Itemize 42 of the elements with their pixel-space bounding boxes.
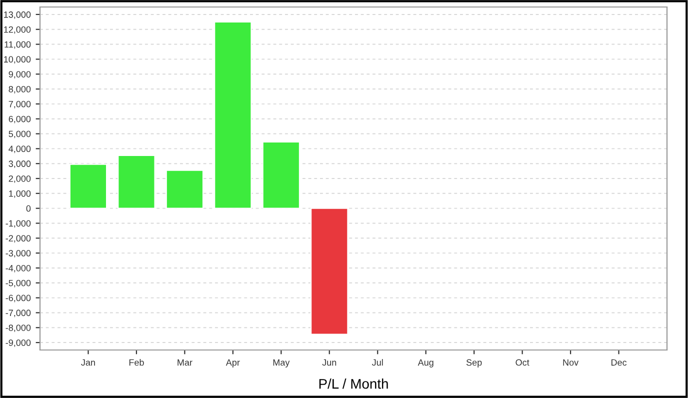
y-tick-label: 12,000 bbox=[4, 26, 31, 34]
y-tick-label: -7,000 bbox=[6, 310, 31, 318]
y-tick-label: 3,000 bbox=[8, 160, 31, 168]
y-tick-label: -5,000 bbox=[6, 280, 31, 288]
y-tick-label: 13,000 bbox=[4, 11, 31, 19]
bar bbox=[166, 170, 204, 209]
x-tick-label: Aug bbox=[418, 359, 434, 368]
x-tick-label: Nov bbox=[563, 359, 579, 366]
x-tick-label: Jul bbox=[372, 359, 383, 366]
x-tick-label: Mar bbox=[178, 359, 192, 366]
x-tick-label: Apr bbox=[226, 359, 240, 368]
bar bbox=[214, 21, 252, 209]
y-tick-label: -9,000 bbox=[6, 340, 31, 347]
bar bbox=[118, 154, 156, 209]
x-axis-title: P/L / Month bbox=[319, 378, 388, 389]
x-tick-label: May bbox=[273, 359, 290, 368]
y-tick-label: 8,000 bbox=[8, 86, 31, 94]
y-tick-label: 2,000 bbox=[8, 175, 31, 183]
x-tick-label: Oct bbox=[516, 359, 530, 366]
y-tick-label: 5,000 bbox=[8, 130, 31, 138]
y-tick-label: -2,000 bbox=[6, 235, 31, 243]
x-tick-label: Feb bbox=[129, 359, 144, 366]
y-tick-label: 6,000 bbox=[8, 116, 31, 124]
y-tick-label: 0 bbox=[26, 205, 31, 212]
x-tick-label: Jun bbox=[322, 359, 336, 366]
y-tick-label: 4,000 bbox=[8, 146, 31, 154]
y-tick-label: -8,000 bbox=[6, 324, 31, 332]
x-tick-label: Dec bbox=[611, 359, 627, 366]
x-tick-label: Jan bbox=[81, 359, 95, 366]
y-tick-label: 7,000 bbox=[8, 100, 31, 108]
y-tick-label: 10,000 bbox=[4, 56, 31, 64]
bar bbox=[310, 208, 348, 335]
y-tick-label: -1,000 bbox=[6, 220, 31, 228]
y-tick-label: 9,000 bbox=[8, 71, 31, 79]
y-tick-label: 1,000 bbox=[9, 190, 31, 198]
bar bbox=[69, 164, 108, 209]
y-tick-label: -6,000 bbox=[6, 294, 31, 302]
y-tick-label: -4,000 bbox=[6, 264, 31, 272]
y-tick-label: -3,000 bbox=[6, 250, 31, 258]
y-tick-label: 11,000 bbox=[4, 41, 31, 49]
bar bbox=[262, 141, 300, 209]
x-tick-label: Sep bbox=[466, 359, 482, 368]
